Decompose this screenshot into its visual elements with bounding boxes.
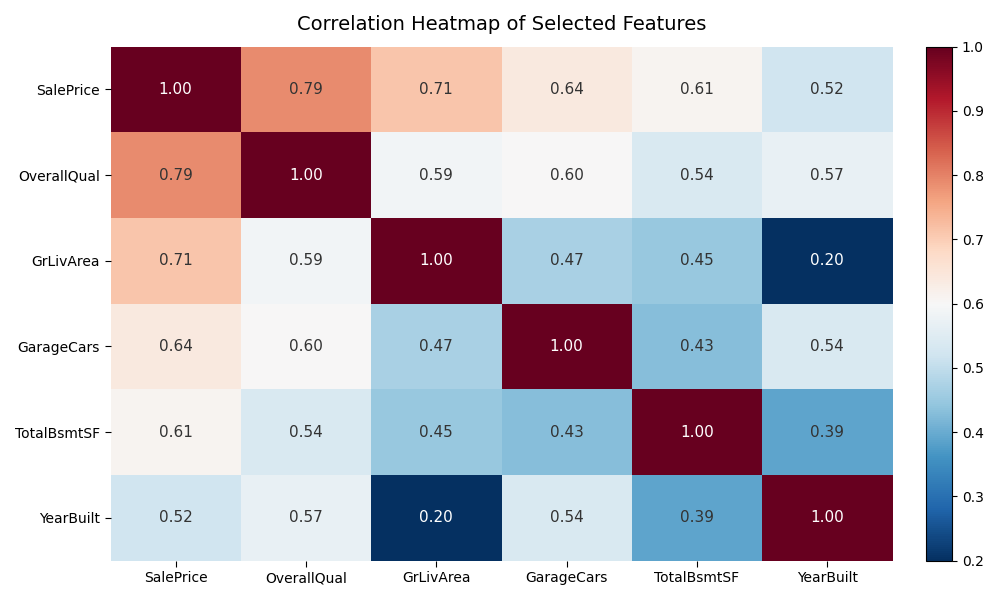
Text: 0.71: 0.71	[419, 82, 453, 97]
Text: 0.20: 0.20	[810, 253, 844, 268]
Text: 0.54: 0.54	[810, 339, 844, 354]
Text: 0.43: 0.43	[550, 425, 583, 440]
Text: 1.00: 1.00	[159, 82, 193, 97]
Text: 0.79: 0.79	[289, 82, 323, 97]
Text: 0.54: 0.54	[289, 425, 323, 440]
Text: 0.45: 0.45	[419, 425, 453, 440]
Text: 0.61: 0.61	[159, 425, 193, 440]
Title: Correlation Heatmap of Selected Features: Correlation Heatmap of Selected Features	[297, 15, 706, 34]
Text: 0.64: 0.64	[159, 339, 193, 354]
Text: 0.47: 0.47	[419, 339, 453, 354]
Text: 1.00: 1.00	[419, 253, 453, 268]
Text: 0.20: 0.20	[419, 510, 453, 525]
Text: 0.57: 0.57	[289, 510, 323, 525]
Text: 0.64: 0.64	[550, 82, 583, 97]
Text: 0.47: 0.47	[550, 253, 583, 268]
Text: 0.79: 0.79	[159, 167, 193, 182]
Text: 0.54: 0.54	[550, 510, 583, 525]
Text: 1.00: 1.00	[680, 425, 714, 440]
Text: 0.60: 0.60	[289, 339, 323, 354]
Text: 1.00: 1.00	[810, 510, 844, 525]
Text: 0.71: 0.71	[159, 253, 193, 268]
Text: 1.00: 1.00	[289, 167, 323, 182]
Text: 0.59: 0.59	[419, 167, 453, 182]
Text: 0.57: 0.57	[810, 167, 844, 182]
Text: 0.39: 0.39	[680, 510, 714, 525]
Text: 0.52: 0.52	[810, 82, 844, 97]
Text: 0.61: 0.61	[680, 82, 714, 97]
Text: 1.00: 1.00	[550, 339, 583, 354]
Text: 0.59: 0.59	[289, 253, 323, 268]
Text: 0.54: 0.54	[680, 167, 714, 182]
Text: 0.52: 0.52	[159, 510, 193, 525]
Text: 0.39: 0.39	[810, 425, 844, 440]
Text: 0.43: 0.43	[680, 339, 714, 354]
Text: 0.60: 0.60	[550, 167, 583, 182]
Text: 0.45: 0.45	[680, 253, 714, 268]
